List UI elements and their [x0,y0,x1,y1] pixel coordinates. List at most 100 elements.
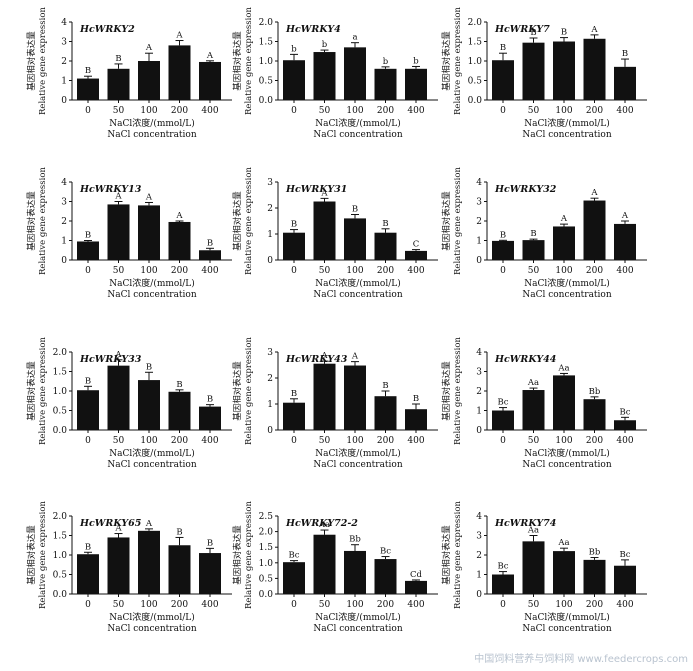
y-axis-label-cn: 基因相对表达量 [441,191,452,251]
x-tick-label: 200 [171,600,188,610]
bar [405,409,427,430]
chart-title: HcWRKY31 [285,184,347,195]
bar [553,41,575,100]
x-tick-label: 100 [555,266,572,276]
y-tick-label: 0.5 [53,571,68,581]
bar [199,553,221,594]
significance-label: Bb [589,548,601,558]
significance-label: A [351,352,359,362]
x-tick-label: 50 [528,436,540,446]
significance-label: B [500,43,506,53]
y-axis-label-en: Relative gene expression [244,501,254,609]
y-tick-label: 3 [267,348,273,358]
significance-label: Bc [619,407,630,417]
significance-label: A [114,524,122,534]
x-tick-label: 50 [113,436,125,446]
watermark-text: 中国饲料营养与饲料网 www.feedercrops.com [474,652,688,665]
significance-label: a [352,33,357,43]
x-tick-label: 100 [346,266,363,276]
significance-label: B [207,238,213,248]
x-tick-label: 200 [171,266,188,276]
y-axis-label-cn: 基因相对表达量 [232,361,243,421]
y-tick-label: 3 [61,198,67,208]
x-tick-label: 100 [346,436,363,446]
y-tick-label: 2.0 [259,528,274,538]
chart-title: HcWRKY33 [79,354,142,365]
y-tick-label: 2 [476,387,482,397]
bar [374,68,397,100]
y-axis-label-cn: 基因相对表达量 [232,31,243,91]
bar [553,375,575,430]
x-tick-label: 0 [500,600,506,610]
y-tick-label: 2.0 [53,512,68,522]
y-tick-label: 0 [61,256,67,266]
bar [492,240,514,260]
bar [313,52,336,100]
y-axis-label-cn: 基因相对表达量 [441,361,452,421]
x-axis-label-cn: NaCl浓度/(mmol/L) [524,447,609,459]
x-axis-label-cn: NaCl浓度/(mmol/L) [524,611,609,623]
bar [283,402,305,430]
bar [583,200,606,260]
significance-label: B [85,66,91,76]
bar [522,240,545,260]
chart-panel-10: 0.0 0.5 1.0 1.5 2.0 B 0 A 50 A 100 B 200 B 400 HcWRKY65… [26,501,232,634]
bar [168,45,191,100]
bar [138,61,160,100]
bar [344,550,366,594]
significance-label: B [352,205,358,215]
x-axis-label-cn: NaCl浓度/(mmol/L) [109,117,194,129]
significance-label: B [622,49,628,59]
significance-label: Aa [318,520,330,530]
x-tick-label: 200 [171,106,188,116]
x-tick-label: 100 [140,436,157,446]
x-tick-label: 200 [377,106,394,116]
significance-label: Bc [288,551,299,561]
chart-title: HcWRKY72-2 [285,518,358,529]
bar [138,380,160,430]
x-axis-label-cn: NaCl浓度/(mmol/L) [315,117,400,129]
y-tick-label: 3 [61,38,67,48]
chart-panel-11: 0.0 0.5 1.0 1.5 2.0 2.5 Bc 0 Aa 50 Bb 100 Bc 200 Cd 400… [232,501,438,634]
significance-label: A [560,214,568,224]
bar [614,223,636,260]
bar [107,365,130,430]
x-axis-label-cn: NaCl浓度/(mmol/L) [315,447,400,459]
significance-label: A [621,211,629,221]
x-tick-label: 200 [586,600,603,610]
x-axis-label-en: NaCl concentration [107,130,196,140]
x-axis-label-en: NaCl concentration [522,290,611,300]
x-axis-label-en: NaCl concentration [107,460,196,470]
x-tick-label: 50 [319,600,331,610]
y-tick-label: 2.0 [53,348,68,358]
x-tick-label: 400 [407,106,424,116]
x-tick-label: 50 [113,106,125,116]
x-axis-label-en: NaCl concentration [313,290,402,300]
bar [374,396,397,430]
significance-label: B [291,389,297,399]
significance-label: b [383,57,389,67]
y-axis-label-en: Relative gene expression [244,167,254,275]
y-tick-label: 1 [267,230,273,240]
y-tick-label: 0 [476,256,482,266]
significance-label: A [320,188,328,198]
x-tick-label: 0 [85,436,91,446]
chart-panel-5: 0 1 2 3 B 0 A 50 B 100 B 200 C 400 HcWRKY31 基因相对表达量 Rela… [232,167,438,300]
significance-label: B [85,376,91,386]
y-axis-label-cn: 基因相对表达量 [441,525,452,585]
y-tick-label: 1.0 [53,551,68,561]
significance-label: Aa [527,526,539,536]
x-tick-label: 200 [377,600,394,610]
y-tick-label: 3 [476,368,482,378]
bar [107,537,130,594]
y-tick-label: 3 [267,178,273,188]
significance-label: Bb [589,387,601,397]
chart-title: HcWRKY74 [494,518,556,529]
chart-title: HcWRKY4 [285,24,341,35]
significance-label: C [413,240,420,250]
x-tick-label: 200 [377,266,394,276]
bar [313,201,336,260]
significance-label: B [413,394,419,404]
significance-label: B [207,395,213,405]
chart-panel-1: 0 1 2 3 4 B 0 B 50 A 100 A 200 A 400 HcWRKY2 基因相对表达量 Rela… [26,7,232,140]
